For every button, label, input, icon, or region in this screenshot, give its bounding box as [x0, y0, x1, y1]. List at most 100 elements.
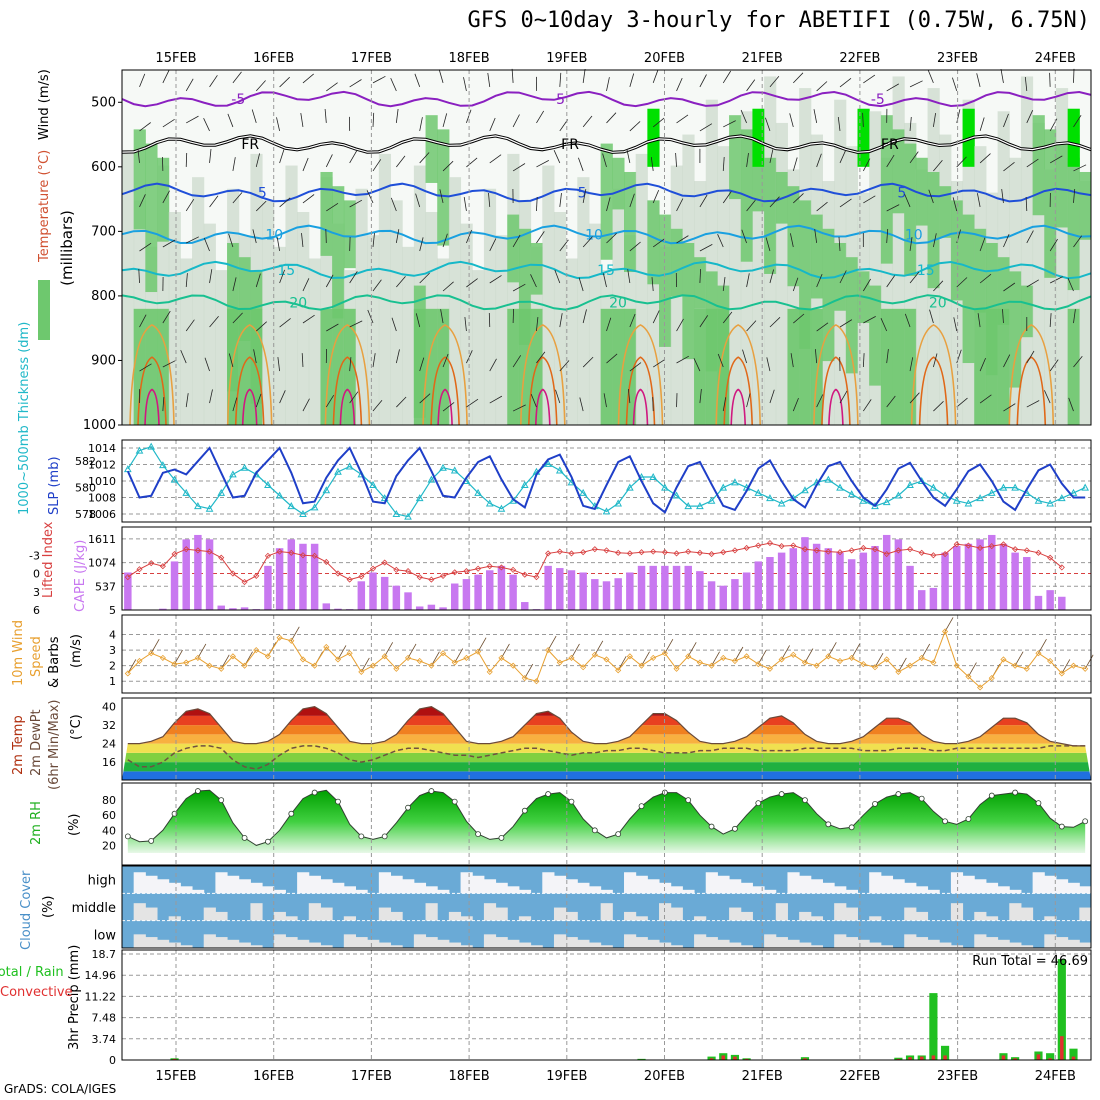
thickness-point	[882, 498, 891, 506]
cloud-low-clear	[635, 937, 648, 948]
low-temp-contour-25	[324, 324, 371, 426]
low-temp-contour-30	[1016, 356, 1047, 426]
cape-bar	[1023, 557, 1031, 610]
wind10-barb	[384, 642, 394, 657]
wind-barb	[232, 397, 238, 412]
wind-barb	[722, 191, 732, 204]
wind10-point	[159, 654, 166, 661]
wind10-barb	[641, 651, 650, 666]
wind10-barb	[290, 626, 300, 641]
wind10-point	[346, 650, 353, 657]
wind10-barb	[501, 643, 510, 659]
freezing-level-contour-inner	[121, 135, 1092, 153]
lifted-index-point	[463, 568, 470, 575]
rh-point	[451, 798, 458, 805]
cloud-low-clear	[203, 934, 216, 948]
lifted-index-point	[661, 549, 668, 556]
cloud-middle-clear	[308, 903, 321, 921]
wind10-barb	[1014, 651, 1024, 666]
rh-shade-column	[308, 258, 321, 425]
wind-barb	[395, 349, 400, 364]
wind-barb	[1026, 400, 1040, 408]
wind-barb	[815, 349, 818, 364]
wind10-barb	[220, 654, 230, 669]
lifted-index-point	[580, 549, 587, 556]
cape-tick-label: 1074	[88, 557, 116, 570]
wind-barb	[372, 159, 382, 172]
wind10-point	[475, 648, 482, 655]
wind10-point	[323, 643, 330, 651]
rh-shade-column	[775, 122, 788, 425]
cloud-high-clear	[974, 879, 987, 894]
cape-frame	[121, 526, 1092, 611]
wind-barb	[676, 318, 684, 332]
wind-barb	[976, 73, 981, 88]
wind10-point	[580, 664, 587, 671]
wind-barb	[512, 355, 522, 368]
bottom-day-label: 23FEB	[937, 1069, 978, 1084]
rh-green-patch	[1067, 157, 1080, 291]
cloud-low-clear	[764, 934, 777, 948]
thickness-point	[497, 504, 506, 512]
cloud-high-clear	[180, 886, 193, 894]
wind-barb	[863, 195, 876, 204]
lifted-index-point	[369, 565, 377, 572]
upper-air-frame	[121, 69, 1092, 426]
lifted-index-point	[871, 546, 879, 553]
wind10-point	[148, 650, 155, 657]
wind-barb	[699, 315, 709, 328]
wind-barb	[489, 238, 497, 252]
wind-barb	[228, 353, 234, 368]
cloud-low-clear	[565, 937, 578, 948]
cloud-high-clear	[518, 889, 532, 894]
lifted-index-point	[381, 559, 388, 566]
lifted-index-point	[638, 549, 645, 556]
lifted-index-point	[568, 550, 575, 557]
thickness-point	[392, 509, 401, 517]
cloud-low-clear	[530, 945, 543, 948]
lifted-index-point	[451, 569, 458, 576]
wind-barb	[652, 310, 660, 324]
wind-barb	[1073, 164, 1087, 172]
wind-barb	[440, 309, 444, 324]
thickness-point	[287, 502, 296, 510]
temp-ylabel-3: (6hr Min/Max)	[47, 700, 62, 790]
lifted-index-point	[813, 547, 820, 554]
rh-point	[1035, 800, 1042, 807]
wind10-barb	[898, 657, 907, 673]
rh-lowlevel-patch	[238, 308, 251, 425]
wind10-point	[1000, 656, 1007, 663]
cloud-low-clear	[238, 942, 251, 948]
wind-barb	[880, 318, 888, 332]
cloud-high-clear	[378, 872, 392, 894]
thickness-point	[964, 499, 973, 507]
rh-point	[1012, 789, 1019, 796]
wind10-ylabel-3: & Barbs	[47, 636, 62, 688]
wind10-point	[906, 662, 914, 669]
wind10-point	[556, 659, 563, 666]
wind10-tick-label: 2	[109, 660, 116, 673]
wind10-tick-label: 3	[109, 644, 116, 657]
wind-barb	[862, 158, 871, 172]
cloud-low-clear	[448, 942, 462, 948]
cloud-low-clear	[670, 945, 683, 948]
cloud-middle-clear	[145, 907, 158, 921]
precip-convective-bar	[721, 1055, 725, 1060]
thickness-tick-label: 582	[75, 455, 96, 468]
wind-barb	[555, 389, 561, 404]
wind10-point	[743, 653, 750, 660]
rh-lowlevel-patch	[413, 308, 427, 425]
cloud-low-clear	[624, 934, 637, 948]
wind-barb	[442, 160, 454, 172]
rh-green-patch	[729, 115, 742, 200]
cloud-low-clear	[320, 945, 333, 948]
wind-barb	[414, 73, 421, 88]
cape-bar	[275, 548, 284, 610]
rh-point	[498, 834, 505, 841]
cloud-low-clear	[308, 942, 321, 948]
lifted-index-point	[685, 548, 692, 555]
wind-barb	[302, 194, 315, 204]
wind-barb	[816, 273, 823, 288]
cloud-high-clear	[262, 886, 275, 894]
thickness-point	[415, 494, 424, 502]
